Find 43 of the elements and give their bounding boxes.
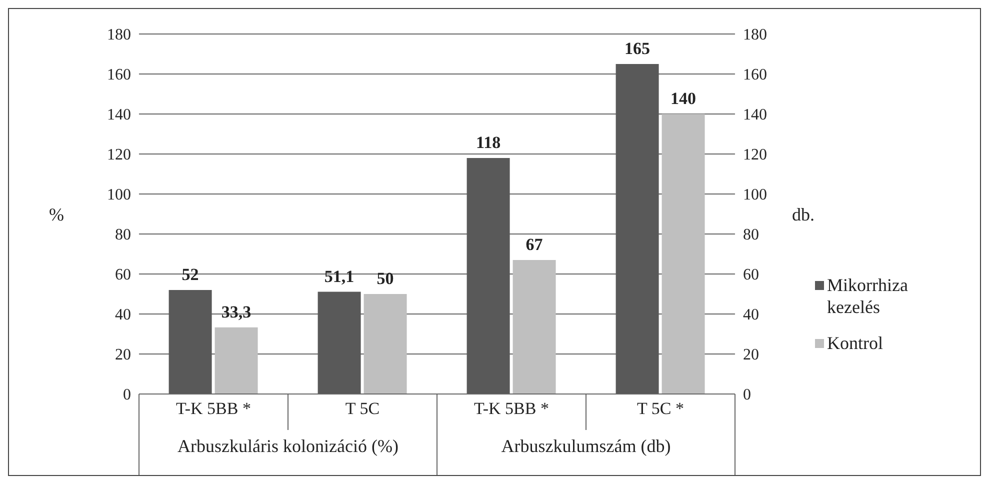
y-axis-title: %: [49, 204, 64, 224]
y-tick-label: 180: [107, 26, 131, 44]
data-label: 50: [376, 269, 394, 288]
bar: [662, 114, 705, 394]
x-tick-label: T-K 5BB *: [176, 399, 251, 418]
data-label: 67: [526, 235, 544, 254]
x-tick-label: T 5C: [345, 399, 380, 418]
legend-label: Kontrol: [827, 332, 883, 354]
text: Arbuszkuláris kolonizáció (%): [176, 436, 400, 457]
y-tick-label: 60: [115, 266, 131, 284]
y2-tick-label: 100: [743, 186, 767, 204]
bar: [168, 290, 212, 394]
data-label: 118: [476, 133, 501, 152]
y2-tick-label: 60: [743, 266, 759, 284]
data-label: 165: [624, 39, 650, 58]
y2-tick-label: 20: [743, 346, 759, 364]
y2-tick-label: 0: [743, 386, 751, 404]
y2-tick-label: 140: [743, 106, 767, 124]
y2-tick-label: 40: [743, 306, 759, 324]
y-tick-label: 160: [107, 66, 131, 84]
y2-tick-label: 160: [743, 66, 767, 84]
y2-tick-label: 80: [743, 226, 759, 244]
y2-tick-label: 180: [743, 26, 767, 44]
bar: [512, 260, 556, 394]
y2-axis-title: db.: [792, 204, 814, 224]
bar: [318, 292, 361, 394]
bar: [616, 64, 659, 394]
y-tick-label: 20: [115, 346, 131, 364]
y-tick-label: 100: [107, 186, 131, 204]
y2-tick-label: 120: [743, 146, 767, 164]
y-tick-label: 140: [107, 106, 131, 124]
data-label: 140: [670, 89, 696, 108]
legend-label: Mikorrhiza kezelés: [827, 274, 909, 318]
y-tick-label: 40: [115, 306, 131, 324]
y-tick-label: 0: [123, 386, 131, 404]
y-tick-label: 80: [115, 226, 131, 244]
text: Arbuszkulumszám (db): [500, 436, 672, 457]
bar: [214, 327, 258, 394]
bar: [466, 158, 510, 394]
bar: [364, 294, 407, 394]
x-tick-label: T 5C *: [637, 399, 684, 418]
y-tick-label: 120: [107, 146, 131, 164]
x-tick-label: T-K 5BB *: [474, 399, 549, 418]
